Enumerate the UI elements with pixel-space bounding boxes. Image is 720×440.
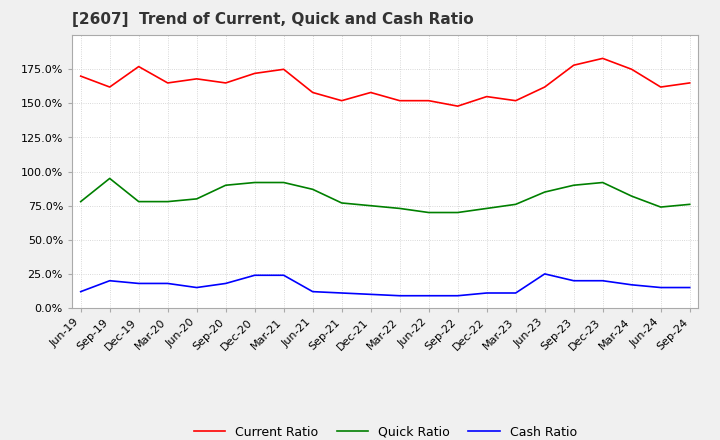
Quick Ratio xyxy=(395,206,404,211)
Current Ratio xyxy=(598,56,607,61)
Quick Ratio xyxy=(511,202,520,207)
Current Ratio xyxy=(482,94,491,99)
Cash Ratio xyxy=(541,271,549,276)
Quick Ratio xyxy=(135,199,143,204)
Line: Quick Ratio: Quick Ratio xyxy=(81,179,690,213)
Cash Ratio xyxy=(366,292,375,297)
Line: Cash Ratio: Cash Ratio xyxy=(81,274,690,296)
Quick Ratio xyxy=(598,180,607,185)
Cash Ratio xyxy=(627,282,636,287)
Current Ratio xyxy=(221,80,230,85)
Current Ratio xyxy=(76,73,85,79)
Current Ratio xyxy=(454,103,462,109)
Current Ratio xyxy=(308,90,317,95)
Quick Ratio xyxy=(482,206,491,211)
Quick Ratio xyxy=(251,180,259,185)
Current Ratio xyxy=(163,80,172,85)
Cash Ratio xyxy=(395,293,404,298)
Cash Ratio xyxy=(76,289,85,294)
Quick Ratio xyxy=(338,200,346,205)
Cash Ratio xyxy=(308,289,317,294)
Current Ratio xyxy=(657,84,665,90)
Text: [2607]  Trend of Current, Quick and Cash Ratio: [2607] Trend of Current, Quick and Cash … xyxy=(72,12,474,27)
Current Ratio xyxy=(135,64,143,69)
Current Ratio xyxy=(105,84,114,90)
Cash Ratio xyxy=(105,278,114,283)
Current Ratio xyxy=(627,66,636,72)
Quick Ratio xyxy=(163,199,172,204)
Cash Ratio xyxy=(163,281,172,286)
Current Ratio xyxy=(279,66,288,72)
Legend: Current Ratio, Quick Ratio, Cash Ratio: Current Ratio, Quick Ratio, Cash Ratio xyxy=(189,421,582,440)
Cash Ratio xyxy=(279,273,288,278)
Quick Ratio xyxy=(454,210,462,215)
Quick Ratio xyxy=(192,196,201,202)
Cash Ratio xyxy=(221,281,230,286)
Quick Ratio xyxy=(105,176,114,181)
Current Ratio xyxy=(541,84,549,90)
Cash Ratio xyxy=(424,293,433,298)
Quick Ratio xyxy=(541,189,549,194)
Line: Current Ratio: Current Ratio xyxy=(81,59,690,106)
Cash Ratio xyxy=(685,285,694,290)
Cash Ratio xyxy=(251,273,259,278)
Quick Ratio xyxy=(424,210,433,215)
Current Ratio xyxy=(192,76,201,81)
Cash Ratio xyxy=(482,290,491,296)
Cash Ratio xyxy=(598,278,607,283)
Current Ratio xyxy=(424,98,433,103)
Cash Ratio xyxy=(657,285,665,290)
Cash Ratio xyxy=(135,281,143,286)
Quick Ratio xyxy=(308,187,317,192)
Quick Ratio xyxy=(570,183,578,188)
Current Ratio xyxy=(366,90,375,95)
Current Ratio xyxy=(511,98,520,103)
Cash Ratio xyxy=(338,290,346,296)
Cash Ratio xyxy=(192,285,201,290)
Quick Ratio xyxy=(221,183,230,188)
Quick Ratio xyxy=(685,202,694,207)
Cash Ratio xyxy=(454,293,462,298)
Quick Ratio xyxy=(657,205,665,210)
Current Ratio xyxy=(685,80,694,85)
Current Ratio xyxy=(338,98,346,103)
Current Ratio xyxy=(251,71,259,76)
Quick Ratio xyxy=(627,194,636,199)
Quick Ratio xyxy=(76,199,85,204)
Cash Ratio xyxy=(570,278,578,283)
Current Ratio xyxy=(570,62,578,68)
Current Ratio xyxy=(395,98,404,103)
Cash Ratio xyxy=(511,290,520,296)
Quick Ratio xyxy=(366,203,375,209)
Quick Ratio xyxy=(279,180,288,185)
